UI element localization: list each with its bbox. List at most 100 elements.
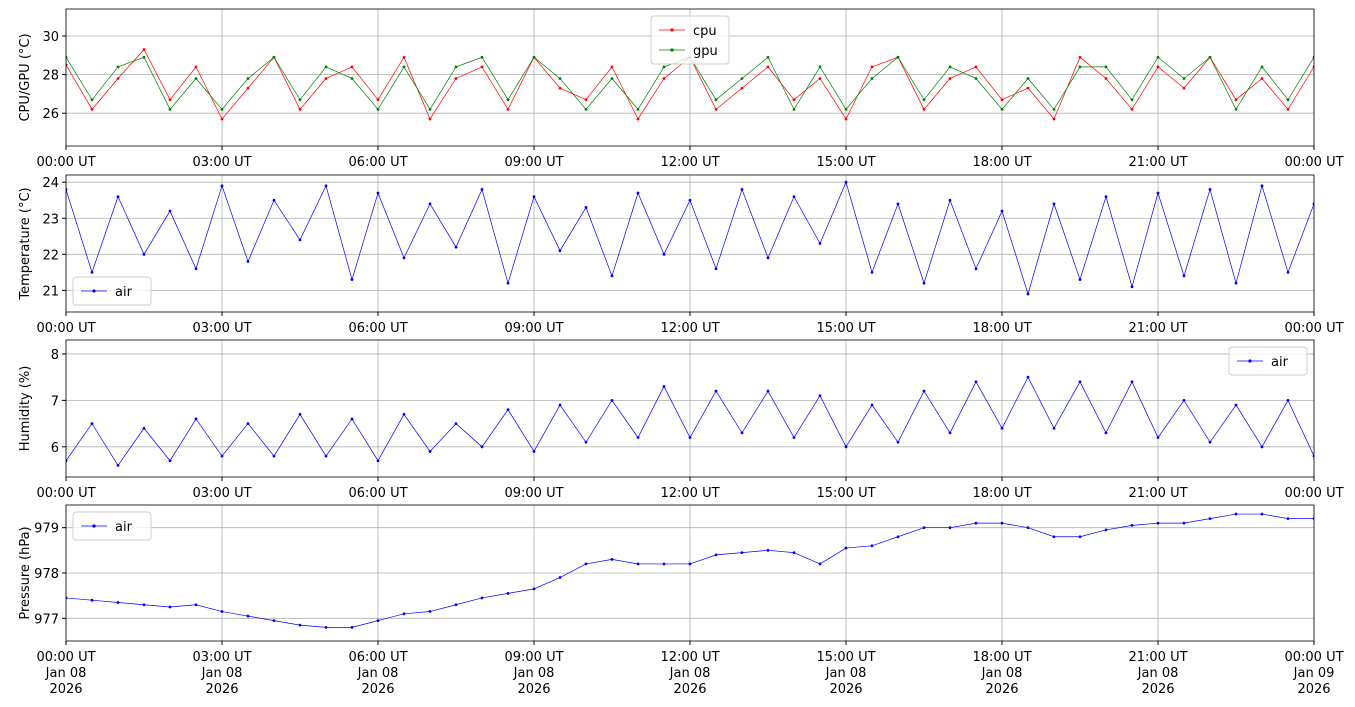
data-point — [1208, 517, 1212, 520]
data-point — [714, 267, 718, 271]
data-point — [636, 562, 640, 566]
data-point — [688, 436, 692, 439]
data-point — [220, 184, 224, 188]
data-point — [792, 107, 796, 111]
data-point — [480, 65, 484, 69]
data-point — [350, 65, 354, 69]
data-point — [1026, 375, 1030, 379]
data-point — [870, 270, 874, 274]
data-point — [844, 445, 848, 449]
data-point — [350, 278, 354, 281]
data-point — [116, 77, 120, 80]
data-point — [168, 459, 172, 463]
data-point — [766, 65, 770, 69]
x-tick-label: Jan 08 — [357, 666, 399, 681]
legend-box — [1228, 346, 1308, 376]
data-point — [324, 184, 328, 188]
data-point — [662, 562, 666, 566]
data-point — [1104, 431, 1108, 435]
x-tick-label: 12:00 UT — [660, 486, 719, 501]
data-point — [1286, 270, 1290, 274]
data-point — [402, 65, 406, 69]
data-point — [454, 603, 458, 607]
data-point — [818, 77, 822, 80]
y-axis-label: CPU/GPU (°C) — [18, 33, 33, 121]
data-point — [844, 117, 848, 121]
data-point — [792, 98, 796, 102]
data-point — [1130, 107, 1134, 111]
legend-box — [650, 15, 730, 65]
data-point — [714, 389, 718, 393]
data-point — [1130, 380, 1134, 384]
data-point — [402, 612, 406, 616]
x-tick-label: 2026 — [1297, 682, 1330, 697]
series — [66, 375, 1314, 467]
data-point — [584, 98, 588, 102]
data-point — [922, 107, 926, 111]
x-tick-label: 18:00 UT — [972, 486, 1031, 501]
data-point — [142, 603, 146, 607]
x-tick-label: Jan 09 — [1293, 666, 1335, 681]
legend: air — [1228, 346, 1308, 376]
data-point — [532, 195, 536, 199]
data-point — [116, 195, 120, 199]
data-point — [220, 454, 224, 458]
data-point — [1078, 278, 1082, 281]
data-point — [506, 592, 510, 595]
y-tick-label: 8 — [51, 348, 59, 363]
data-point — [974, 77, 978, 80]
data-point — [558, 86, 562, 90]
data-point — [974, 65, 978, 69]
data-point — [376, 191, 380, 195]
data-point — [194, 267, 198, 271]
data-point — [1156, 65, 1160, 69]
data-point — [428, 450, 432, 453]
data-point — [1000, 521, 1004, 525]
data-point — [714, 107, 718, 111]
data-point — [1000, 107, 1004, 111]
data-point — [740, 188, 744, 191]
data-point — [714, 98, 718, 102]
series — [66, 512, 1314, 629]
data-point — [402, 256, 406, 260]
data-point — [1026, 86, 1030, 90]
x-tick-label: 21:00 UT — [1128, 486, 1187, 501]
data-point — [532, 587, 536, 591]
data-point — [610, 558, 614, 561]
data-point — [246, 77, 250, 80]
data-point — [272, 454, 276, 458]
data-point — [1182, 77, 1186, 80]
data-point — [818, 394, 822, 398]
data-point — [142, 426, 146, 430]
data-point — [948, 526, 952, 530]
data-point — [766, 389, 770, 393]
data-point — [636, 107, 640, 111]
data-point — [922, 98, 926, 102]
data-point — [298, 107, 302, 111]
data-point — [714, 553, 718, 557]
x-tick-label: 00:00 UT — [1284, 486, 1343, 501]
data-point — [506, 408, 510, 412]
y-tick-label: 978 — [34, 567, 59, 582]
legend-label: cpu — [693, 24, 717, 39]
data-point — [142, 48, 146, 51]
data-point — [168, 107, 172, 111]
x-tick-label: 2026 — [49, 682, 82, 697]
y-tick-label: 6 — [51, 441, 59, 456]
data-point — [298, 623, 302, 627]
data-point — [246, 86, 250, 90]
data-point — [766, 256, 770, 260]
data-point — [246, 260, 250, 263]
data-point — [428, 117, 432, 121]
x-tick-label: 18:00 UT — [972, 321, 1031, 336]
data-point — [116, 601, 120, 604]
data-point — [220, 107, 224, 111]
data-point — [636, 191, 640, 195]
data-point — [376, 98, 380, 102]
data-point — [1208, 188, 1212, 191]
data-point — [350, 626, 354, 629]
data-point — [792, 195, 796, 199]
y-axis-label: Pressure (hPa) — [18, 526, 33, 619]
x-tick-label: 06:00 UT — [348, 321, 407, 336]
